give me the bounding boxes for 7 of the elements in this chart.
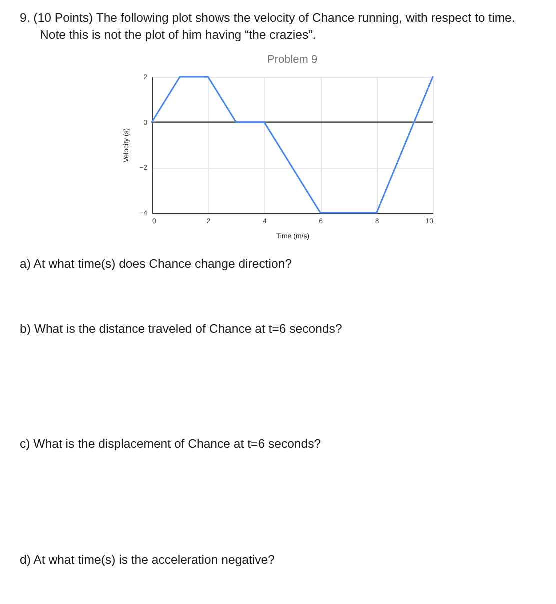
text: b) What is the distance traveled of Chance at t=6 seconds? <box>20 322 342 336</box>
text: 9. (10 Points) The following plot shows the velocity of Chance running, with respect to time. <box>20 11 516 25</box>
text: a) At what time(s) does Chance change direction? <box>20 257 292 271</box>
text: d) At what time(s) is the acceleration negative? <box>20 553 276 567</box>
chart-title: Problem 9 <box>267 54 318 66</box>
text: c) What is the displacement of Chance at t=6 seconds? <box>20 437 322 451</box>
text: Note this is not the plot of him having “the crazies”. <box>40 28 316 42</box>
